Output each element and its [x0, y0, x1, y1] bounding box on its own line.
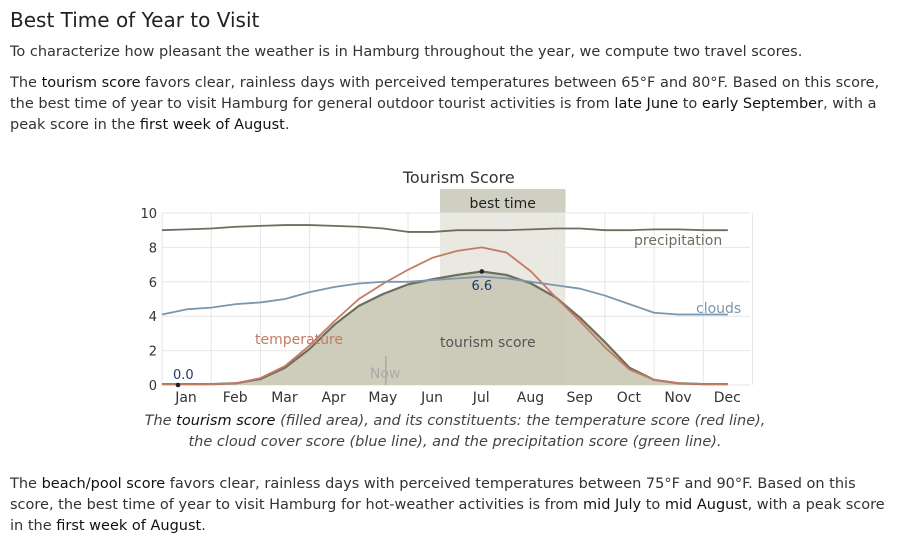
- now-label: Now: [370, 366, 401, 382]
- clouds-label: clouds: [696, 301, 741, 317]
- beach-best-start: mid July: [583, 497, 642, 513]
- x-tick-label: Feb: [223, 390, 248, 406]
- text: favors clear, rainless days with perceiv…: [10, 476, 856, 513]
- text: to: [641, 497, 665, 513]
- text: .: [284, 117, 290, 133]
- x-tick-label: Apr: [321, 390, 345, 406]
- y-tick-label: 8: [149, 241, 157, 256]
- y-tick-label: 2: [149, 345, 157, 360]
- temperature-label: temperature: [255, 332, 343, 348]
- text: favors clear, rainless days with perceiv…: [10, 75, 880, 112]
- series-line-clouds: [161, 275, 728, 316]
- beach-best-end: mid August: [664, 497, 748, 513]
- chart-title: Tourism Score: [402, 168, 515, 187]
- tourism-score-term: tourism score: [41, 75, 141, 91]
- tourism-area: [162, 271, 728, 385]
- axis-ticks: Tourism Score 0 2 4 6 8 10 Jan Feb Mar Apr May Jun Ju…: [140, 168, 740, 406]
- x-tick-label: Aug: [517, 390, 544, 406]
- min-value-label: 0.0: [173, 368, 194, 383]
- series-lines: [161, 224, 728, 386]
- tourism-score-area: [162, 271, 728, 385]
- beach-score-term: beach/pool score: [41, 476, 166, 492]
- section-heading: Best Time of Year to Visit: [10, 8, 260, 32]
- best-end: early September: [701, 96, 824, 112]
- best-time-label: best time: [470, 196, 536, 212]
- text: , with a peak score in the: [10, 497, 885, 534]
- y-tick-label: 4: [149, 310, 157, 325]
- x-tick-label: Jun: [420, 390, 443, 406]
- text: The: [144, 413, 177, 429]
- text: The: [10, 75, 42, 91]
- best-time-header: [440, 189, 566, 213]
- text: , with a peak score in the: [10, 96, 877, 133]
- beach-paragraph: The beach/pool score favors clear, rainl…: [10, 474, 898, 537]
- max-dot: [479, 269, 485, 274]
- series-line-precipitation: [161, 224, 728, 233]
- y-tick-label: 0: [149, 379, 157, 394]
- x-tick-label: Nov: [664, 390, 691, 406]
- peak-time: first week of August: [139, 117, 285, 133]
- best-start: late June: [614, 96, 679, 112]
- min-dot: [175, 382, 181, 388]
- text: The: [10, 476, 42, 492]
- tourism-paragraph: The tourism score favors clear, rainless…: [10, 73, 898, 136]
- series-line-temperature: [162, 246, 728, 386]
- x-tick-label: Jan: [174, 390, 197, 406]
- tourism-score-chart: best time Tourism Score 0 2 4 6 8 10 Jan Feb Mar A…: [140, 168, 753, 406]
- x-tick-label: Dec: [714, 390, 741, 406]
- annotations: Now temperature clouds precipitation tourism…: [173, 233, 741, 388]
- text: (filled area), and its constituents: the…: [188, 413, 766, 450]
- x-tick-label: Jul: [472, 390, 490, 406]
- beach-peak-time: first week of August: [56, 518, 202, 534]
- y-tick-label: 6: [149, 276, 157, 291]
- x-tick-label: Mar: [271, 390, 298, 406]
- tourism-score-label: tourism score: [440, 335, 536, 351]
- text: .: [201, 518, 206, 534]
- text: to: [678, 96, 702, 112]
- x-tick-label: Oct: [617, 390, 642, 406]
- x-tick-label: Sep: [566, 390, 593, 406]
- x-tick-label: May: [368, 390, 397, 406]
- intro-paragraph: To characterize how pleasant the weather…: [10, 44, 803, 60]
- chart-caption: The tourism score (filled area), and its…: [140, 411, 770, 453]
- caption-term: tourism score: [176, 413, 276, 429]
- max-value-label: 6.6: [471, 279, 492, 294]
- y-tick-label: 10: [140, 207, 157, 222]
- precipitation-label: precipitation: [634, 233, 722, 249]
